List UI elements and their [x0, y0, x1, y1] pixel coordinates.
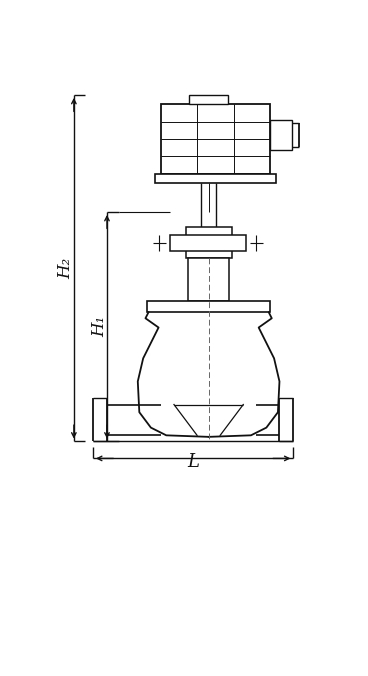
Text: H₂: H₂	[58, 258, 75, 279]
Bar	[161, 104, 270, 174]
Bar	[155, 174, 276, 183]
Bar	[190, 95, 228, 104]
Text: L: L	[187, 453, 199, 470]
Bar	[270, 120, 292, 151]
Bar	[188, 258, 229, 301]
Bar	[185, 227, 232, 258]
Bar	[170, 235, 245, 251]
Text: H₁: H₁	[91, 316, 108, 337]
Bar	[147, 301, 270, 312]
